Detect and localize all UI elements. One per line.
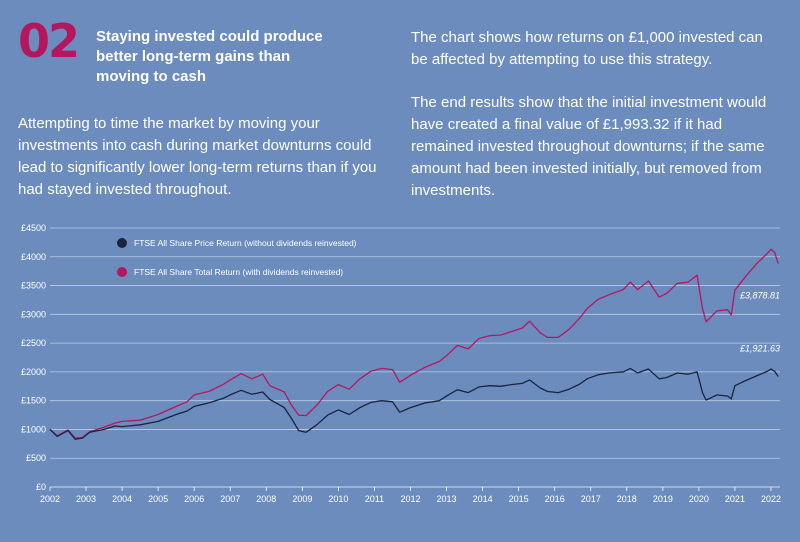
x-tick-label: 2012: [400, 494, 420, 504]
end-results-paragraph: The end results show that the initial in…: [411, 94, 767, 199]
x-tick-label: 2005: [148, 494, 168, 504]
x-tick-label: 2002: [40, 494, 60, 504]
section-heading: Staying invested could produce better lo…: [96, 28, 323, 85]
price-return-line: [49, 367, 779, 440]
y-tick-label: £4000: [21, 252, 46, 262]
x-tick-label: 2004: [112, 494, 132, 504]
section-number: 02: [18, 14, 80, 68]
x-tick-label: 2008: [256, 494, 276, 504]
y-tick-label: £1500: [21, 396, 46, 406]
x-tick-label: 2010: [328, 494, 348, 504]
x-tick-label: 2022: [761, 494, 781, 504]
y-tick-label: £1000: [21, 424, 46, 434]
intro-paragraph: Attempting to time the market by moving …: [18, 115, 377, 198]
y-tick-label: £3500: [21, 281, 46, 291]
x-tick-label: 2009: [292, 494, 312, 504]
y-tick-label: £2500: [21, 338, 46, 348]
x-tick-label: 2015: [509, 494, 529, 504]
total-return-line: [49, 248, 779, 439]
x-tick-label: 2006: [184, 494, 204, 504]
x-tick-label: 2017: [581, 494, 601, 504]
y-tick-label: £2000: [21, 367, 46, 377]
end-value-label: £3,878.81: [739, 291, 780, 301]
legend-marker: [117, 238, 127, 248]
x-tick-label: 2019: [653, 494, 673, 504]
chart-legend: FTSE All Share Price Return (without div…: [117, 238, 357, 277]
legend-marker: [117, 267, 127, 277]
chart-grid: [50, 227, 780, 488]
line-chart: £0 £500 £1000 £1500 £2000 £2500 £3000 £3500 £400…: [21, 223, 781, 504]
y-tick-label: £500: [26, 453, 46, 463]
x-tick-label: 2021: [725, 494, 745, 504]
legend-label: FTSE All Share Price Return (without div…: [134, 238, 357, 248]
legend-label: FTSE All Share Total Return (with divide…: [134, 267, 343, 277]
y-tick-label: £3000: [21, 309, 46, 319]
x-tick-label: 2014: [473, 494, 493, 504]
x-tick-label: 2011: [365, 494, 384, 504]
x-tick-label: 2020: [689, 494, 709, 504]
y-axis-labels: £0 £500 £1000 £1500 £2000 £2500 £3000 £3500 £400…: [21, 223, 46, 492]
end-value-label: £1,921.63: [739, 343, 780, 353]
chart-series: [49, 248, 779, 440]
end-value-labels: £1,921.63 £3,878.81: [739, 291, 780, 354]
x-tick-label: 2003: [76, 494, 96, 504]
x-tick-label: 2016: [545, 494, 565, 504]
x-axis-labels: 2002 2003 2004 2005 2006 2007 2008 2009 2010 2011…: [40, 487, 781, 504]
x-tick-label: 2018: [617, 494, 637, 504]
x-tick-label: 2013: [437, 494, 457, 504]
y-tick-label: £0: [36, 482, 46, 492]
x-tick-label: 2007: [220, 494, 240, 504]
y-tick-label: £4500: [21, 223, 46, 233]
chart-explanation: The chart shows how returns on £1,000 in…: [411, 29, 763, 68]
